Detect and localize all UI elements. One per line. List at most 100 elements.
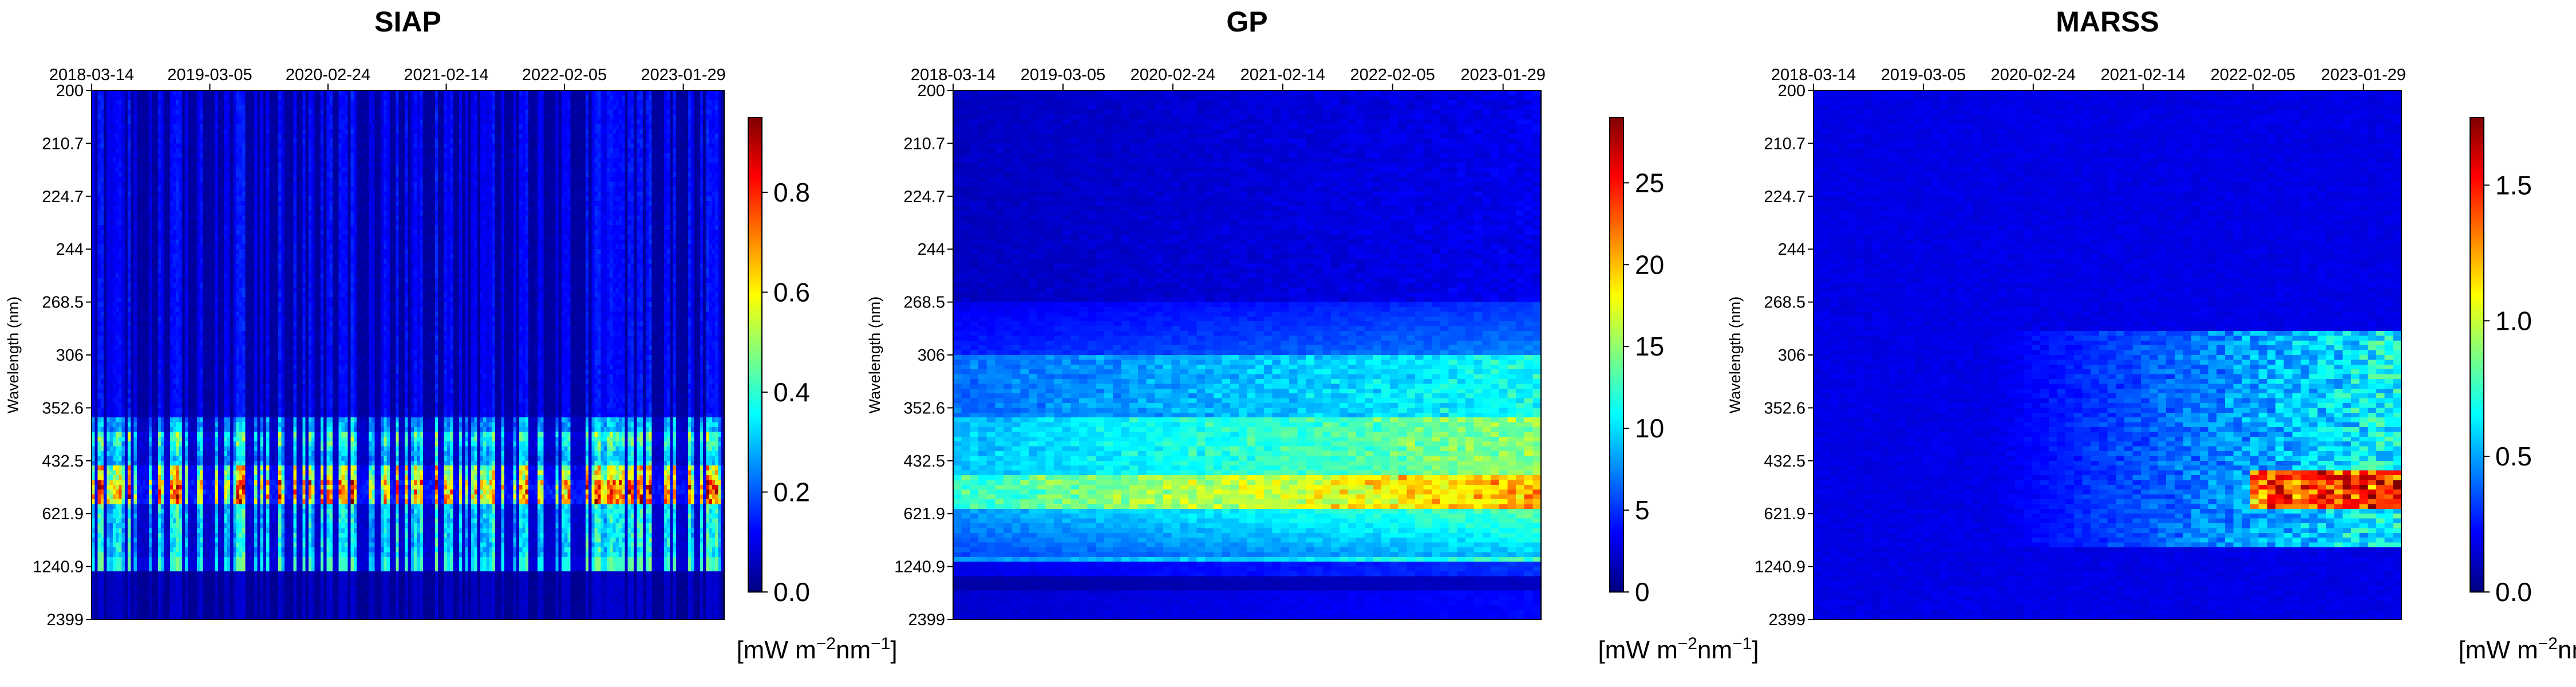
colorbar-tick-label: 0.0 bbox=[773, 577, 810, 607]
y-tick-label: 210.7 bbox=[42, 135, 84, 153]
x-tick-label: 2021-02-14 bbox=[1240, 66, 1325, 84]
y-tick-label: 432.5 bbox=[1764, 452, 1805, 471]
x-tick-label: 2021-02-14 bbox=[2101, 66, 2186, 84]
heatmap-panel-siap: SIAP 2018-03-14 2019-03-05 2020-02-24 2021-0… bbox=[5, 6, 898, 664]
y-tick-label: 352.6 bbox=[42, 399, 84, 417]
chart-title: GP bbox=[1226, 6, 1267, 38]
colorbar-gradient bbox=[748, 117, 762, 593]
x-tick-label: 2018-03-14 bbox=[1771, 66, 1856, 84]
y-tick-label: 224.7 bbox=[1764, 188, 1805, 206]
x-tick-label: 2019-03-05 bbox=[167, 66, 252, 84]
y-tick-label: 352.6 bbox=[903, 399, 945, 417]
y-tick-label: 224.7 bbox=[903, 188, 945, 206]
colorbar-tick-label: 0.4 bbox=[773, 377, 810, 407]
y-tick-label: 621.9 bbox=[42, 505, 84, 523]
unit-label-part: −2 bbox=[1678, 634, 1697, 653]
x-tick-label: 2018-03-14 bbox=[49, 66, 134, 84]
y-tick-label: 210.7 bbox=[1764, 135, 1805, 153]
y-tick-label: 268.5 bbox=[42, 294, 84, 312]
y-tick-label: 2399 bbox=[46, 611, 84, 629]
y-tick-label: 432.5 bbox=[903, 452, 945, 471]
y-tick-label: 244 bbox=[1778, 240, 1805, 259]
y-tick-label: 1240.9 bbox=[33, 558, 84, 577]
x-tick-label: 2018-03-14 bbox=[911, 66, 995, 84]
y-tick-label: 268.5 bbox=[1764, 294, 1805, 312]
x-tick-label: 2020-02-24 bbox=[1991, 66, 2076, 84]
x-tick-label: 2023-01-29 bbox=[1461, 66, 1546, 84]
y-tick-label: 2399 bbox=[908, 611, 945, 629]
y-tick-label: 1240.9 bbox=[1755, 558, 1805, 577]
colorbar-gradient bbox=[2470, 117, 2484, 593]
y-tick-label: 621.9 bbox=[903, 505, 945, 523]
y-axis-label: Wavelength (nm) bbox=[1726, 297, 1744, 414]
colorbar: 0.0 0.5 1.0 1.5 bbox=[2470, 117, 2532, 607]
unit-label-part: nm bbox=[1697, 636, 1732, 664]
x-tick-label: 2023-01-29 bbox=[641, 66, 725, 84]
x-tick-label: 2022-02-05 bbox=[2211, 66, 2296, 84]
y-tick-label: 306 bbox=[56, 346, 84, 365]
y-tick-label: 244 bbox=[918, 240, 945, 259]
unit-label-part: ] bbox=[890, 636, 897, 664]
colorbar-tick-label: 5 bbox=[1635, 495, 1650, 525]
unit-label-part: −1 bbox=[1732, 634, 1752, 653]
y-tick-label: 2399 bbox=[1768, 611, 1805, 629]
colorbar-tick-label: 0.2 bbox=[773, 477, 810, 507]
y-tick-label: 1240.9 bbox=[894, 558, 945, 577]
unit-label-part: [mW m bbox=[736, 636, 816, 664]
y-tick-label: 306 bbox=[1778, 346, 1805, 365]
colorbar-tick-label: 25 bbox=[1635, 168, 1664, 198]
y-tick-label: 210.7 bbox=[903, 135, 945, 153]
x-tick-label: 2020-02-24 bbox=[1131, 66, 1215, 84]
x-tick-label: 2019-03-05 bbox=[1881, 66, 1966, 84]
colorbar-tick-label: 0 bbox=[1635, 577, 1650, 607]
colorbar-unit-label: [mW m−2nm−1] bbox=[2458, 634, 2576, 665]
heatmap-panel-marss: MARSS 2018-03-14 2019-03-05 2020-02-24 2021-… bbox=[1726, 6, 2576, 664]
y-tick-label: 268.5 bbox=[903, 294, 945, 312]
y-tick-label: 306 bbox=[918, 346, 945, 365]
colorbar-tick-label: 0.5 bbox=[2495, 441, 2532, 471]
chart-title: SIAP bbox=[374, 6, 441, 38]
colorbar-tick-label: 15 bbox=[1635, 331, 1664, 361]
unit-label-part: −2 bbox=[2538, 634, 2558, 653]
unit-label-part: nm bbox=[836, 636, 871, 664]
chart-title: MARSS bbox=[2056, 6, 2159, 38]
colorbar-tick-label: 0.8 bbox=[773, 177, 810, 207]
x-tick-label: 2020-02-24 bbox=[286, 66, 370, 84]
x-tick-label: 2023-01-29 bbox=[2321, 66, 2406, 84]
y-tick-label: 200 bbox=[918, 82, 945, 100]
y-tick-label: 224.7 bbox=[42, 188, 84, 206]
y-tick-label: 432.5 bbox=[42, 452, 84, 471]
colorbar: 0.0 0.2 0.4 0.6 0.8 bbox=[748, 117, 810, 607]
heatmap-cells bbox=[1814, 90, 2402, 620]
y-axis-label: Wavelength (nm) bbox=[866, 297, 883, 414]
heatmap-cells bbox=[92, 90, 725, 620]
heatmap-panel-gp: GP 2018-03-14 2019-03-05 2020-02-24 2021-02-… bbox=[866, 6, 1759, 664]
x-tick-label: 2019-03-05 bbox=[1021, 66, 1105, 84]
x-tick-label: 2021-02-14 bbox=[404, 66, 488, 84]
y-tick-label: 621.9 bbox=[1764, 505, 1805, 523]
colorbar-tick-label: 1.5 bbox=[2495, 170, 2532, 200]
y-tick-label: 352.6 bbox=[1764, 399, 1805, 417]
unit-label-part: nm bbox=[2558, 636, 2576, 664]
unit-label-part: −1 bbox=[871, 634, 890, 653]
colorbar-tick-label: 1.0 bbox=[2495, 306, 2532, 335]
colorbar-unit-label: [mW m−2nm−1] bbox=[736, 634, 897, 665]
unit-label-part: ] bbox=[1752, 636, 1759, 664]
unit-label-part: [mW m bbox=[2458, 636, 2538, 664]
colorbar-unit-label: [mW m−2nm−1] bbox=[1598, 634, 1759, 665]
y-tick-label: 244 bbox=[56, 240, 84, 259]
x-tick-label: 2022-02-05 bbox=[522, 66, 607, 84]
colorbar: 0 5 10 15 20 25 bbox=[1609, 117, 1664, 607]
colorbar-gradient bbox=[1609, 117, 1624, 593]
y-tick-label: 200 bbox=[1778, 82, 1805, 100]
unit-label-part: −2 bbox=[816, 634, 836, 653]
colorbar-tick-label: 0.6 bbox=[773, 277, 810, 307]
y-axis-label: Wavelength (nm) bbox=[5, 297, 22, 414]
unit-label-part: [mW m bbox=[1598, 636, 1677, 664]
colorbar-tick-label: 0.0 bbox=[2495, 577, 2532, 607]
colorbar-tick-label: 10 bbox=[1635, 413, 1664, 443]
colorbar-tick-label: 20 bbox=[1635, 250, 1664, 279]
x-tick-label: 2022-02-05 bbox=[1350, 66, 1435, 84]
heatmap-cells bbox=[953, 90, 1542, 620]
